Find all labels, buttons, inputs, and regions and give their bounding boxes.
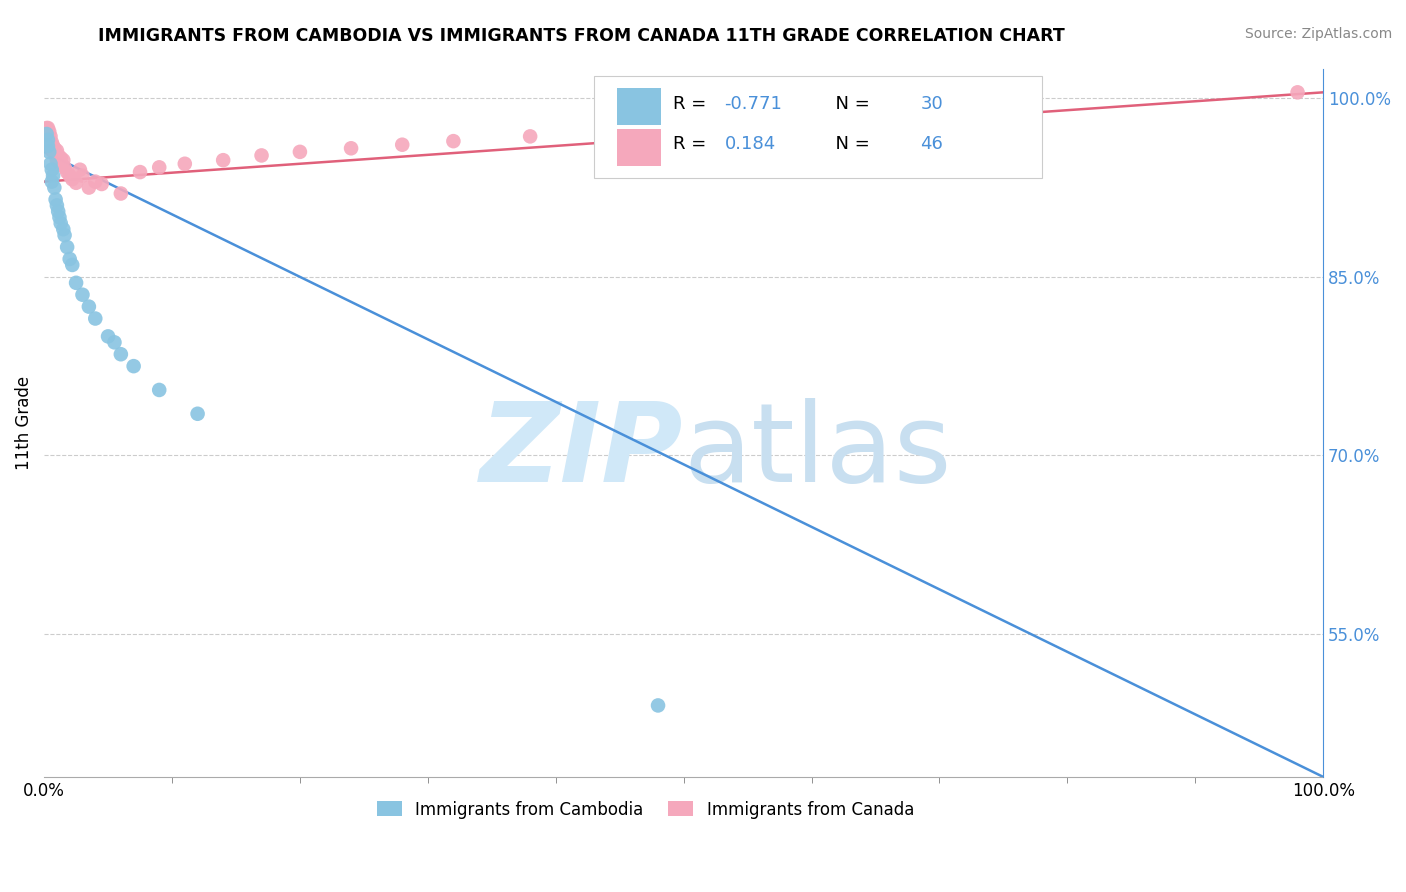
Point xyxy=(35,127,58,141)
Point xyxy=(42,169,65,183)
Point xyxy=(72,287,94,301)
Point xyxy=(148,383,170,397)
Point xyxy=(288,145,311,159)
Point xyxy=(56,165,79,179)
Text: atlas: atlas xyxy=(683,398,952,505)
Point xyxy=(37,121,59,136)
Point xyxy=(53,228,76,243)
Point xyxy=(103,335,125,350)
Text: 46: 46 xyxy=(921,136,943,153)
Point xyxy=(129,165,152,179)
Point xyxy=(46,204,69,219)
Text: -0.771: -0.771 xyxy=(724,95,782,113)
Point xyxy=(35,127,58,141)
Point xyxy=(59,169,82,183)
Point xyxy=(41,175,63,189)
Point xyxy=(56,240,79,254)
Point xyxy=(35,121,58,136)
Point xyxy=(44,141,66,155)
Point xyxy=(596,125,619,139)
Point xyxy=(39,157,62,171)
Point xyxy=(49,151,72,165)
Text: Source: ZipAtlas.com: Source: ZipAtlas.com xyxy=(1244,27,1392,41)
FancyBboxPatch shape xyxy=(617,128,661,166)
Point xyxy=(441,134,464,148)
Text: R =: R = xyxy=(673,136,713,153)
Point xyxy=(52,153,75,168)
Text: ZIP: ZIP xyxy=(479,398,683,505)
Point xyxy=(38,133,60,147)
Point xyxy=(42,139,65,153)
Point xyxy=(72,169,94,183)
Point xyxy=(38,145,60,159)
Point xyxy=(110,347,132,361)
Point xyxy=(84,311,107,326)
Point xyxy=(519,129,541,144)
Point xyxy=(250,148,273,162)
Point xyxy=(45,144,67,158)
Point xyxy=(39,139,62,153)
Point xyxy=(39,129,62,144)
Point xyxy=(110,186,132,201)
Text: 0.184: 0.184 xyxy=(724,136,776,153)
Point xyxy=(41,144,63,158)
Text: 30: 30 xyxy=(921,95,943,113)
Point xyxy=(37,139,59,153)
FancyBboxPatch shape xyxy=(595,76,1042,178)
Y-axis label: 11th Grade: 11th Grade xyxy=(15,376,32,470)
Point xyxy=(46,148,69,162)
Point xyxy=(60,258,83,272)
Point xyxy=(45,148,67,162)
Point xyxy=(65,176,87,190)
Point xyxy=(45,198,67,212)
Point xyxy=(672,120,695,134)
Point xyxy=(51,158,73,172)
Text: IMMIGRANTS FROM CAMBODIA VS IMMIGRANTS FROM CANADA 11TH GRADE CORRELATION CHART: IMMIGRANTS FROM CAMBODIA VS IMMIGRANTS F… xyxy=(98,27,1066,45)
Point xyxy=(38,125,60,139)
Point xyxy=(41,136,63,150)
Point xyxy=(59,252,82,266)
Point xyxy=(44,180,66,194)
Point xyxy=(77,180,100,194)
FancyBboxPatch shape xyxy=(617,88,661,125)
Point xyxy=(48,211,70,225)
Point xyxy=(37,133,59,147)
Text: R =: R = xyxy=(673,95,713,113)
Point xyxy=(122,359,145,373)
Point xyxy=(60,172,83,186)
Point xyxy=(800,109,823,123)
Text: N =: N = xyxy=(824,136,876,153)
Point xyxy=(53,161,76,175)
Point xyxy=(173,157,195,171)
Point xyxy=(48,155,70,169)
Point xyxy=(340,141,363,155)
Point xyxy=(77,300,100,314)
Point xyxy=(45,193,67,207)
Point xyxy=(647,698,669,713)
Point xyxy=(52,222,75,236)
Point xyxy=(391,137,413,152)
Text: N =: N = xyxy=(824,95,876,113)
Point xyxy=(90,177,112,191)
Point xyxy=(45,153,67,168)
Point xyxy=(41,162,63,177)
Point xyxy=(65,276,87,290)
Point xyxy=(44,145,66,159)
Point xyxy=(187,407,209,421)
Point xyxy=(212,153,235,168)
Point xyxy=(97,329,120,343)
Point xyxy=(69,162,91,177)
Point xyxy=(1286,86,1309,100)
Point xyxy=(84,175,107,189)
Point xyxy=(49,216,72,230)
Legend: Immigrants from Cambodia, Immigrants from Canada: Immigrants from Cambodia, Immigrants fro… xyxy=(370,794,921,825)
Point xyxy=(37,129,59,144)
Point xyxy=(148,161,170,175)
